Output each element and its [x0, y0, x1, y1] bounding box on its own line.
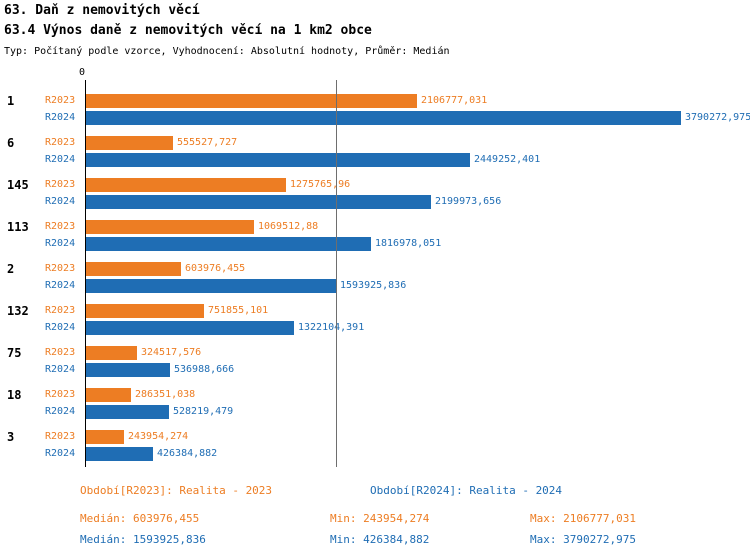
bar-r2023	[86, 304, 204, 318]
series-label-r2023: R2023	[45, 431, 76, 442]
category-label: 145	[7, 178, 29, 192]
stat-min-r2024: Min: 426384,882	[330, 533, 430, 546]
legend-r2024: Období[R2024]: Realita - 2024	[370, 484, 563, 497]
series-label-r2024: R2024	[45, 448, 76, 459]
bar-r2024	[86, 405, 169, 419]
category-label: 1	[7, 94, 15, 108]
bar-r2023	[86, 136, 173, 150]
series-label-r2023: R2023	[45, 347, 76, 358]
bar-value-label: 536988,666	[174, 364, 235, 375]
stat-median-r2024: Medián: 1593925,836	[80, 533, 206, 546]
series-label-r2023: R2023	[45, 263, 76, 274]
bar-value-label: 1069512,88	[258, 221, 319, 232]
bar-value-label: 286351,038	[135, 389, 196, 400]
series-label-r2023: R2023	[45, 305, 76, 316]
stat-max-r2023: Max: 2106777,031	[530, 512, 636, 525]
series-label-r2024: R2024	[45, 196, 76, 207]
category-label: 132	[7, 304, 29, 318]
bar-r2024	[86, 195, 431, 209]
category-label: 3	[7, 430, 15, 444]
median-reference-line	[336, 80, 337, 467]
series-label-r2024: R2024	[45, 322, 76, 333]
bar-value-label: 2106777,031	[421, 95, 488, 106]
bar-r2023	[86, 262, 181, 276]
bar-value-label: 324517,576	[141, 347, 202, 358]
category-label: 75	[7, 346, 22, 360]
series-label-r2024: R2024	[45, 280, 76, 291]
bar-value-label: 243954,274	[128, 431, 189, 442]
plot-area: 0 1 R2023 2106777,031 R2024 3790272,975 6 R202…	[0, 67, 750, 470]
bar-r2023	[86, 220, 254, 234]
legend-r2023: Období[R2023]: Realita - 2023	[80, 484, 273, 497]
bar-r2024	[86, 111, 681, 125]
bar-value-label: 2449252,401	[474, 154, 541, 165]
bar-value-label: 751855,101	[208, 305, 269, 316]
axis-zero-label: 0	[79, 67, 86, 78]
bar-value-label: 2199973,656	[435, 196, 502, 207]
series-label-r2024: R2024	[45, 406, 76, 417]
series-label-r2024: R2024	[45, 238, 76, 249]
series-label-r2023: R2023	[45, 95, 76, 106]
bar-r2024	[86, 321, 294, 335]
chart-meta: Typ: Počítaný podle vzorce, Vyhodnocení:…	[4, 46, 450, 57]
stat-median-r2023: Medián: 603976,455	[80, 512, 200, 525]
series-label-r2024: R2024	[45, 112, 76, 123]
bar-value-label: 1275765,96	[290, 179, 351, 190]
bar-r2024	[86, 363, 170, 377]
series-label-r2023: R2023	[45, 221, 76, 232]
bar-value-label: 603976,455	[185, 263, 246, 274]
bar-value-label: 1593925,836	[340, 280, 407, 291]
bar-value-label: 426384,882	[157, 448, 218, 459]
bar-r2024	[86, 153, 470, 167]
series-label-r2023: R2023	[45, 389, 76, 400]
category-label: 18	[7, 388, 22, 402]
bar-value-label: 1322104,391	[298, 322, 365, 333]
series-label-r2023: R2023	[45, 137, 76, 148]
y-axis-line	[85, 80, 86, 467]
bar-r2024	[86, 237, 371, 251]
bar-r2023	[86, 178, 286, 192]
bar-r2023	[86, 388, 131, 402]
chart-subtitle: 63.4 Výnos daně z nemovitých věcí na 1 k…	[4, 23, 372, 38]
category-label: 113	[7, 220, 29, 234]
category-label: 6	[7, 136, 15, 150]
stat-max-r2024: Max: 3790272,975	[530, 533, 636, 546]
series-label-r2023: R2023	[45, 179, 76, 190]
bar-value-label: 528219,479	[173, 406, 234, 417]
bar-value-label: 3790272,975	[685, 112, 750, 123]
category-label: 2	[7, 262, 15, 276]
series-label-r2024: R2024	[45, 364, 76, 375]
bar-r2023	[86, 94, 417, 108]
series-label-r2024: R2024	[45, 154, 76, 165]
bar-r2024	[86, 279, 336, 293]
chart-title: 63. Daň z nemovitých věcí	[4, 3, 200, 18]
stat-min-r2023: Min: 243954,274	[330, 512, 430, 525]
bar-r2023	[86, 346, 137, 360]
bar-value-label: 555527,727	[177, 137, 238, 148]
bar-r2023	[86, 430, 124, 444]
bar-r2024	[86, 447, 153, 461]
bar-value-label: 1816978,051	[375, 238, 442, 249]
